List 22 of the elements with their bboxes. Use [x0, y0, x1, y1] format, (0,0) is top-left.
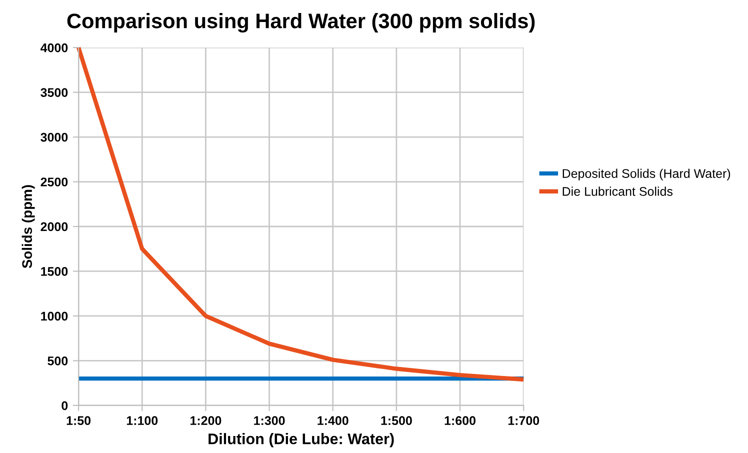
y-tick-label: 3500 [40, 88, 68, 97]
x-axis-title: Dilution (Die Lube: Water) [208, 433, 394, 448]
x-tick-label: 1:100 [126, 416, 158, 426]
y-tick-label: 3000 [40, 132, 68, 142]
x-tick-label: 1:200 [190, 416, 222, 426]
y-tick-label: 2000 [40, 222, 68, 232]
y-tick-label: 0 [62, 401, 68, 410]
y-tick-label: 500 [48, 356, 68, 366]
x-tick-label: 1:300 [254, 416, 285, 426]
x-tick-label: 1:600 [444, 416, 476, 426]
chart-title: Comparison using Hard Water (300 ppm solids) [67, 13, 535, 33]
y-tick-label: 4000 [40, 43, 68, 52]
y-tick-label: 2500 [40, 178, 68, 186]
legend-label: Deposited Solids (Hard Water) [562, 168, 730, 180]
x-tick-label: 1:700 [508, 416, 540, 426]
x-tick-label: 1:500 [381, 416, 412, 426]
x-tick-label: 1:50 [66, 416, 91, 426]
y-tick-label: 1500 [41, 267, 68, 276]
x-tick-label: 1:400 [318, 416, 348, 426]
y-tick-label: 1000 [41, 312, 68, 321]
y-axis-title: Solids (ppm) [22, 185, 35, 268]
legend-label: Die Lubricant Solids [562, 186, 673, 196]
